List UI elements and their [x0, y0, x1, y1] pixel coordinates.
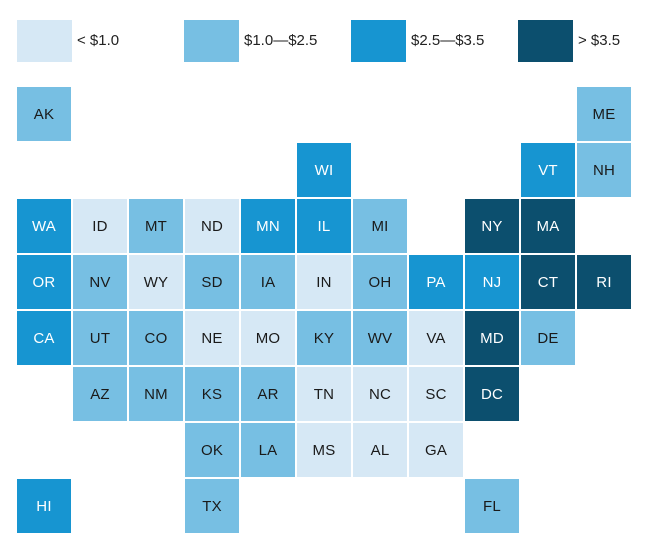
- state-tile-fl: FL: [465, 479, 519, 533]
- legend-label: > $3.5: [578, 32, 621, 49]
- state-tile-va: VA: [409, 311, 463, 365]
- state-tile-ia: IA: [241, 255, 295, 309]
- state-tile-nj: NJ: [465, 255, 519, 309]
- state-tile-nd: ND: [185, 199, 239, 253]
- state-tile-ny: NY: [465, 199, 519, 253]
- state-tile-wy: WY: [129, 255, 183, 309]
- state-tile-tn: TN: [297, 367, 351, 421]
- legend-swatch: [184, 20, 239, 62]
- state-tile-ri: RI: [577, 255, 631, 309]
- state-tile-ak: AK: [17, 87, 71, 141]
- state-tile-ne: NE: [185, 311, 239, 365]
- state-tile-ct: CT: [521, 255, 575, 309]
- legend-label: $1.0—$2.5: [244, 32, 318, 49]
- state-tile-co: CO: [129, 311, 183, 365]
- state-tile-al: AL: [353, 423, 407, 477]
- state-tile-hi: HI: [17, 479, 71, 533]
- state-tile-il: IL: [297, 199, 351, 253]
- state-tile-ky: KY: [297, 311, 351, 365]
- state-tile-la: LA: [241, 423, 295, 477]
- legend-swatch: [351, 20, 406, 62]
- state-tile-ga: GA: [409, 423, 463, 477]
- state-tile-wi: WI: [297, 143, 351, 197]
- state-tile-ms: MS: [297, 423, 351, 477]
- state-tile-pa: PA: [409, 255, 463, 309]
- legend-swatch: [17, 20, 72, 62]
- state-tile-ok: OK: [185, 423, 239, 477]
- state-tile-ca: CA: [17, 311, 71, 365]
- state-tile-md: MD: [465, 311, 519, 365]
- state-tile-nh: NH: [577, 143, 631, 197]
- state-tile-mt: MT: [129, 199, 183, 253]
- state-tile-tx: TX: [185, 479, 239, 533]
- state-tile-wa: WA: [17, 199, 71, 253]
- state-tile-wv: WV: [353, 311, 407, 365]
- map-legend: < $1.0 $1.0—$2.5 $2.5—$3.5 > $3.5: [0, 0, 650, 70]
- state-tile-or: OR: [17, 255, 71, 309]
- state-tile-nm: NM: [129, 367, 183, 421]
- state-tile-nc: NC: [353, 367, 407, 421]
- state-tile-sc: SC: [409, 367, 463, 421]
- state-tile-dc: DC: [465, 367, 519, 421]
- state-tile-az: AZ: [73, 367, 127, 421]
- state-tile-sd: SD: [185, 255, 239, 309]
- state-tile-me: ME: [577, 87, 631, 141]
- legend-label: $2.5—$3.5: [411, 32, 485, 49]
- state-tile-ut: UT: [73, 311, 127, 365]
- state-tile-mi: MI: [353, 199, 407, 253]
- state-tile-oh: OH: [353, 255, 407, 309]
- state-tile-ar: AR: [241, 367, 295, 421]
- legend-swatch: [518, 20, 573, 62]
- legend-label: < $1.0: [77, 32, 120, 49]
- state-tile-mn: MN: [241, 199, 295, 253]
- state-tile-de: DE: [521, 311, 575, 365]
- state-tile-nv: NV: [73, 255, 127, 309]
- state-tile-in: IN: [297, 255, 351, 309]
- state-tile-id: ID: [73, 199, 127, 253]
- state-tile-vt: VT: [521, 143, 575, 197]
- state-tile-ks: KS: [185, 367, 239, 421]
- state-tile-mo: MO: [241, 311, 295, 365]
- state-tile-ma: MA: [521, 199, 575, 253]
